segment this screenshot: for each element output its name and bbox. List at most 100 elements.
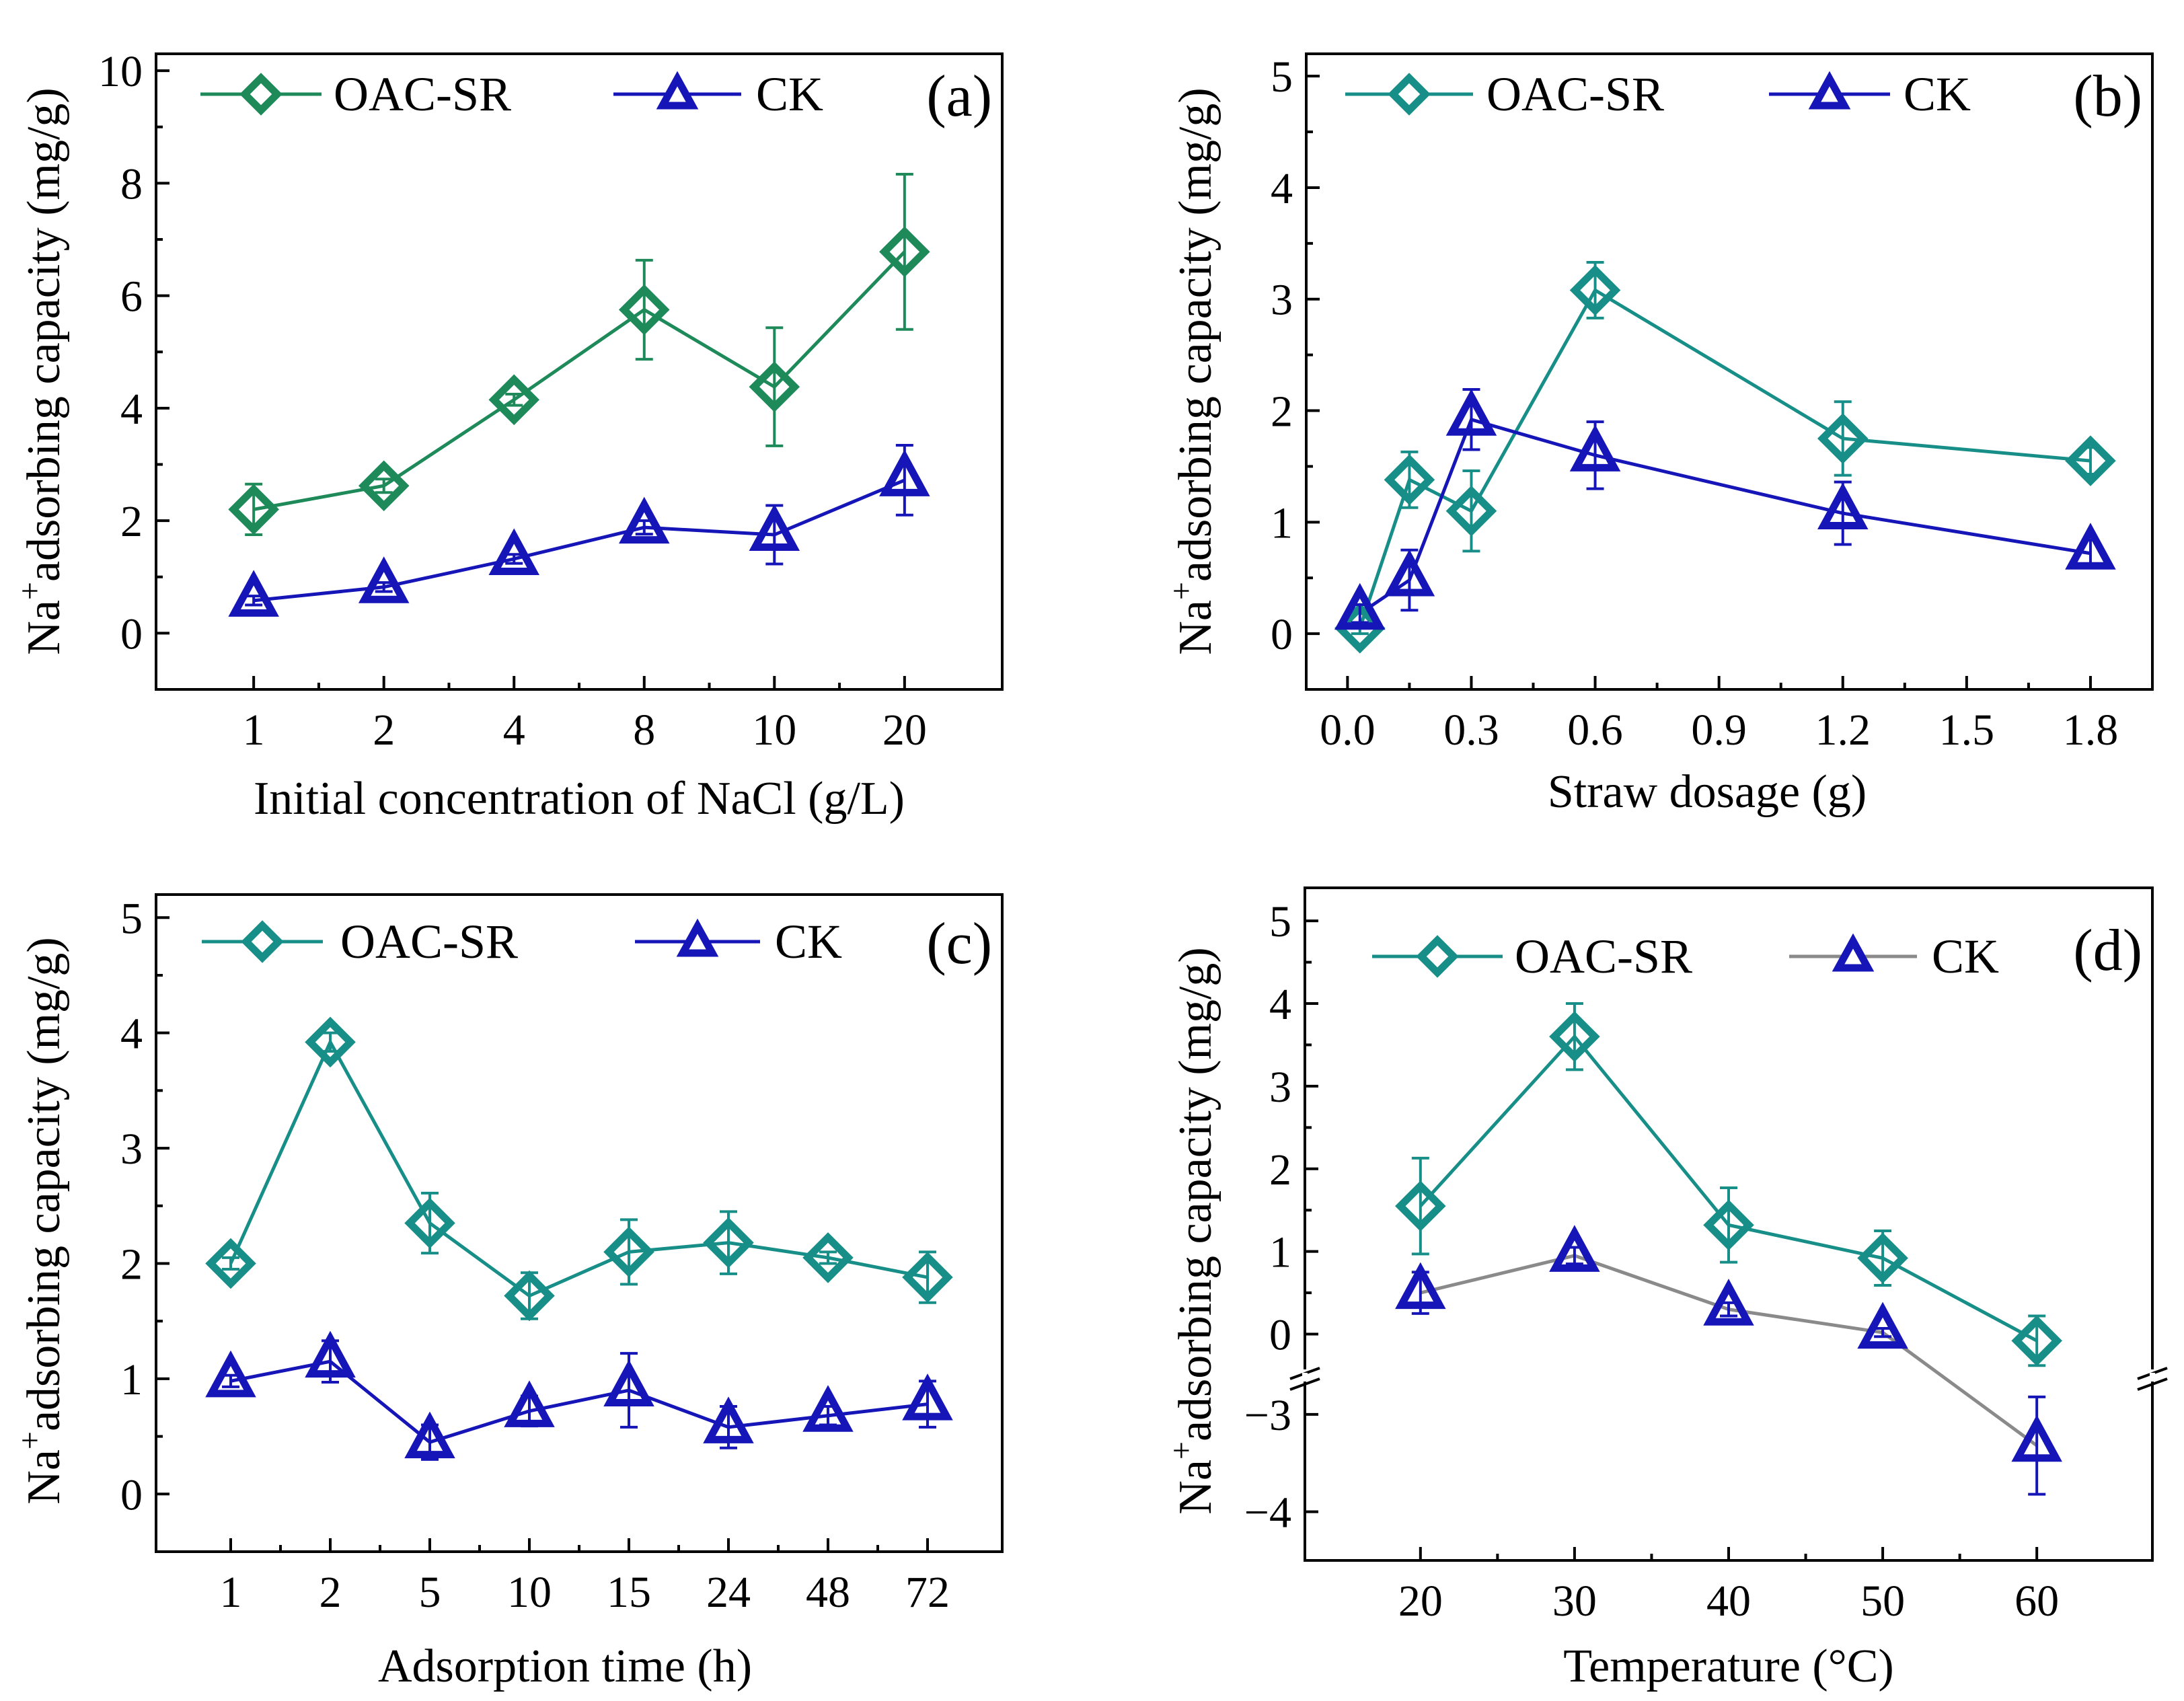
panel-a-x-axis-label: Initial concentration of NaCl (g/L) <box>254 773 905 825</box>
pd-x-tick-label: 50 <box>1860 1577 1905 1626</box>
pb-ck-point <box>1817 482 1869 530</box>
pc-oac-sr-point <box>205 1238 256 1289</box>
pd-y-tick-label: 2 <box>1269 1145 1291 1195</box>
pd-y-tick-label: 0 <box>1269 1311 1291 1360</box>
pa-oac-sr-errorbar <box>635 258 653 361</box>
pb-x-tick-label: 1.8 <box>2063 706 2119 755</box>
pa-oac-sr-point <box>618 284 670 336</box>
pc-oac-sr-errorbar <box>819 1250 837 1265</box>
pb-x-tick-label: 1.5 <box>1939 706 1995 755</box>
panel-d-legend-oac-label: OAC-SR <box>1515 930 1692 983</box>
pd-ck-errorbar <box>1874 1326 1892 1338</box>
panel-a-legend-oac-label: OAC-SR <box>334 67 511 121</box>
pd-ck-errorbar <box>2028 1395 2046 1496</box>
panel-b: 0.0 0.3 0.6 0.9 1.2 1.5 1.8 0 1 2 3 4 5 Straw dosage… <box>1164 52 2154 818</box>
panel-c-legend-ck-label: CK <box>775 915 842 969</box>
pb-y-tick-label: 3 <box>1271 276 1293 325</box>
pc-x-tick-label: 48 <box>806 1568 850 1617</box>
panel-a: 1 2 4 8 10 20 0 2 4 6 8 10 Initial concentration of… <box>12 47 1004 825</box>
pd-ck-point <box>1549 1225 1600 1272</box>
pd-y-tick-label: 3 <box>1269 1063 1291 1112</box>
pa-ck-point <box>488 528 539 575</box>
pc-oac-sr-errorbar <box>222 1256 239 1271</box>
pc-y-tick-label: 3 <box>120 1125 143 1174</box>
pb-y-tick-label: 4 <box>1271 164 1293 213</box>
pa-oac-sr-point <box>879 226 930 278</box>
pa-ck-point <box>879 449 930 496</box>
pb-x-tick-label: 0.9 <box>1691 706 1747 755</box>
pb-y-tick-label: 5 <box>1271 52 1293 102</box>
pa-ck-line <box>253 478 905 603</box>
panel-a-plot-frame <box>155 52 1004 691</box>
pa-oac-sr-point <box>228 484 279 535</box>
pd-ck-point <box>1857 1301 1908 1349</box>
panel-a-legend-ck-marker <box>656 71 699 110</box>
pb-oac-sr-line <box>1358 288 2091 629</box>
pd-ck-point <box>1703 1279 1754 1326</box>
pb-x-tick-label: 0.3 <box>1443 706 1499 755</box>
pc-oac-sr-point <box>504 1270 555 1322</box>
pd-oac-sr-point <box>1703 1199 1754 1251</box>
pc-oac-sr-point <box>305 1016 356 1068</box>
pd-x-tick-label: 40 <box>1706 1577 1751 1626</box>
panel-d-y-axis-label: Na+adsorbing capacity (mg/g) <box>1164 947 1221 1514</box>
panel-a-label: (a) <box>926 64 992 129</box>
panel-d-axis-break-right <box>2137 1367 2168 1391</box>
panel-b-label: (b) <box>2073 64 2142 129</box>
pa-x-tick-label: 1 <box>243 706 265 755</box>
pa-y-tick-label: 4 <box>120 385 143 434</box>
panel-d-legend-ck-label: CK <box>1932 930 1999 983</box>
panel-b-plot-frame <box>1305 52 2154 691</box>
pa-y-tick-label: 6 <box>120 272 143 322</box>
panel-c-label: (c) <box>926 911 992 977</box>
pa-y-tick-label: 10 <box>98 47 143 96</box>
panel-a-legend-oac-marker <box>239 73 283 116</box>
pc-y-tick-label: 2 <box>120 1240 143 1289</box>
pc-ck-point <box>205 1350 256 1398</box>
pd-oac-sr-errorbar <box>1411 1156 1429 1256</box>
pd-ck-point <box>2011 1414 2062 1462</box>
panel-b-legend-ck-marker <box>1808 71 1851 110</box>
pb-oac-sr-point <box>1445 485 1497 537</box>
pc-ck-point <box>902 1373 953 1421</box>
pc-x-tick-label: 24 <box>706 1568 751 1617</box>
panel-b-y-axis-label: Na+adsorbing capacity (mg/g) <box>1164 87 1221 654</box>
panel-b-legend: OAC-SR CK <box>1345 67 1971 121</box>
pb-oac-sr-point <box>1384 454 1435 506</box>
pa-x-tick-label: 2 <box>373 706 395 755</box>
pc-y-tick-label: 0 <box>120 1470 143 1519</box>
panel-a-y-axis-label: Na+adsorbing capacity (mg/g) <box>12 87 70 654</box>
pd-oac-sr-point <box>1395 1180 1446 1232</box>
panel-d-axis-break-left <box>1289 1367 1320 1391</box>
pd-oac-sr-point <box>2011 1315 2062 1367</box>
pd-y-tick-label: 4 <box>1269 980 1291 1029</box>
pc-oac-sr-errorbar <box>322 1031 339 1053</box>
panel-c-legend-oac-marker <box>241 920 284 963</box>
pb-y-tick-label: 0 <box>1271 610 1293 659</box>
panel-c-y-axis-label: Na+adsorbing capacity (mg/g) <box>12 937 70 1504</box>
pa-ck-point <box>228 570 279 617</box>
pa-ck-point <box>749 504 800 552</box>
pc-ck-point <box>404 1411 455 1459</box>
pd-y-tick-label: 5 <box>1269 897 1291 946</box>
pb-ck-line <box>1359 417 2091 615</box>
pa-y-tick-label: 0 <box>120 609 143 658</box>
pd-y-tick-label: −4 <box>1244 1488 1291 1538</box>
panel-c-legend-oac-label: OAC-SR <box>340 915 518 969</box>
pd-x-tick-label: 20 <box>1398 1577 1443 1626</box>
pb-oac-sr-point <box>1817 413 1869 464</box>
pc-y-tick-label: 1 <box>120 1355 143 1404</box>
pb-x-tick-label: 0.6 <box>1567 706 1623 755</box>
pd-x-tick-label: 60 <box>2014 1577 2059 1626</box>
pb-ck-point <box>1334 582 1386 630</box>
pc-y-tick-label: 4 <box>120 1010 143 1059</box>
pa-oac-sr-errorbar <box>765 326 784 447</box>
pc-oac-sr-line <box>229 1038 928 1298</box>
pb-ck-point <box>2065 523 2116 570</box>
pd-ck-point <box>1395 1262 1446 1310</box>
pa-x-tick-label: 8 <box>633 706 655 755</box>
pd-x-tick-label: 30 <box>1552 1577 1597 1626</box>
pc-oac-sr-point <box>703 1217 754 1269</box>
pb-x-tick-label: 1.2 <box>1815 706 1871 755</box>
